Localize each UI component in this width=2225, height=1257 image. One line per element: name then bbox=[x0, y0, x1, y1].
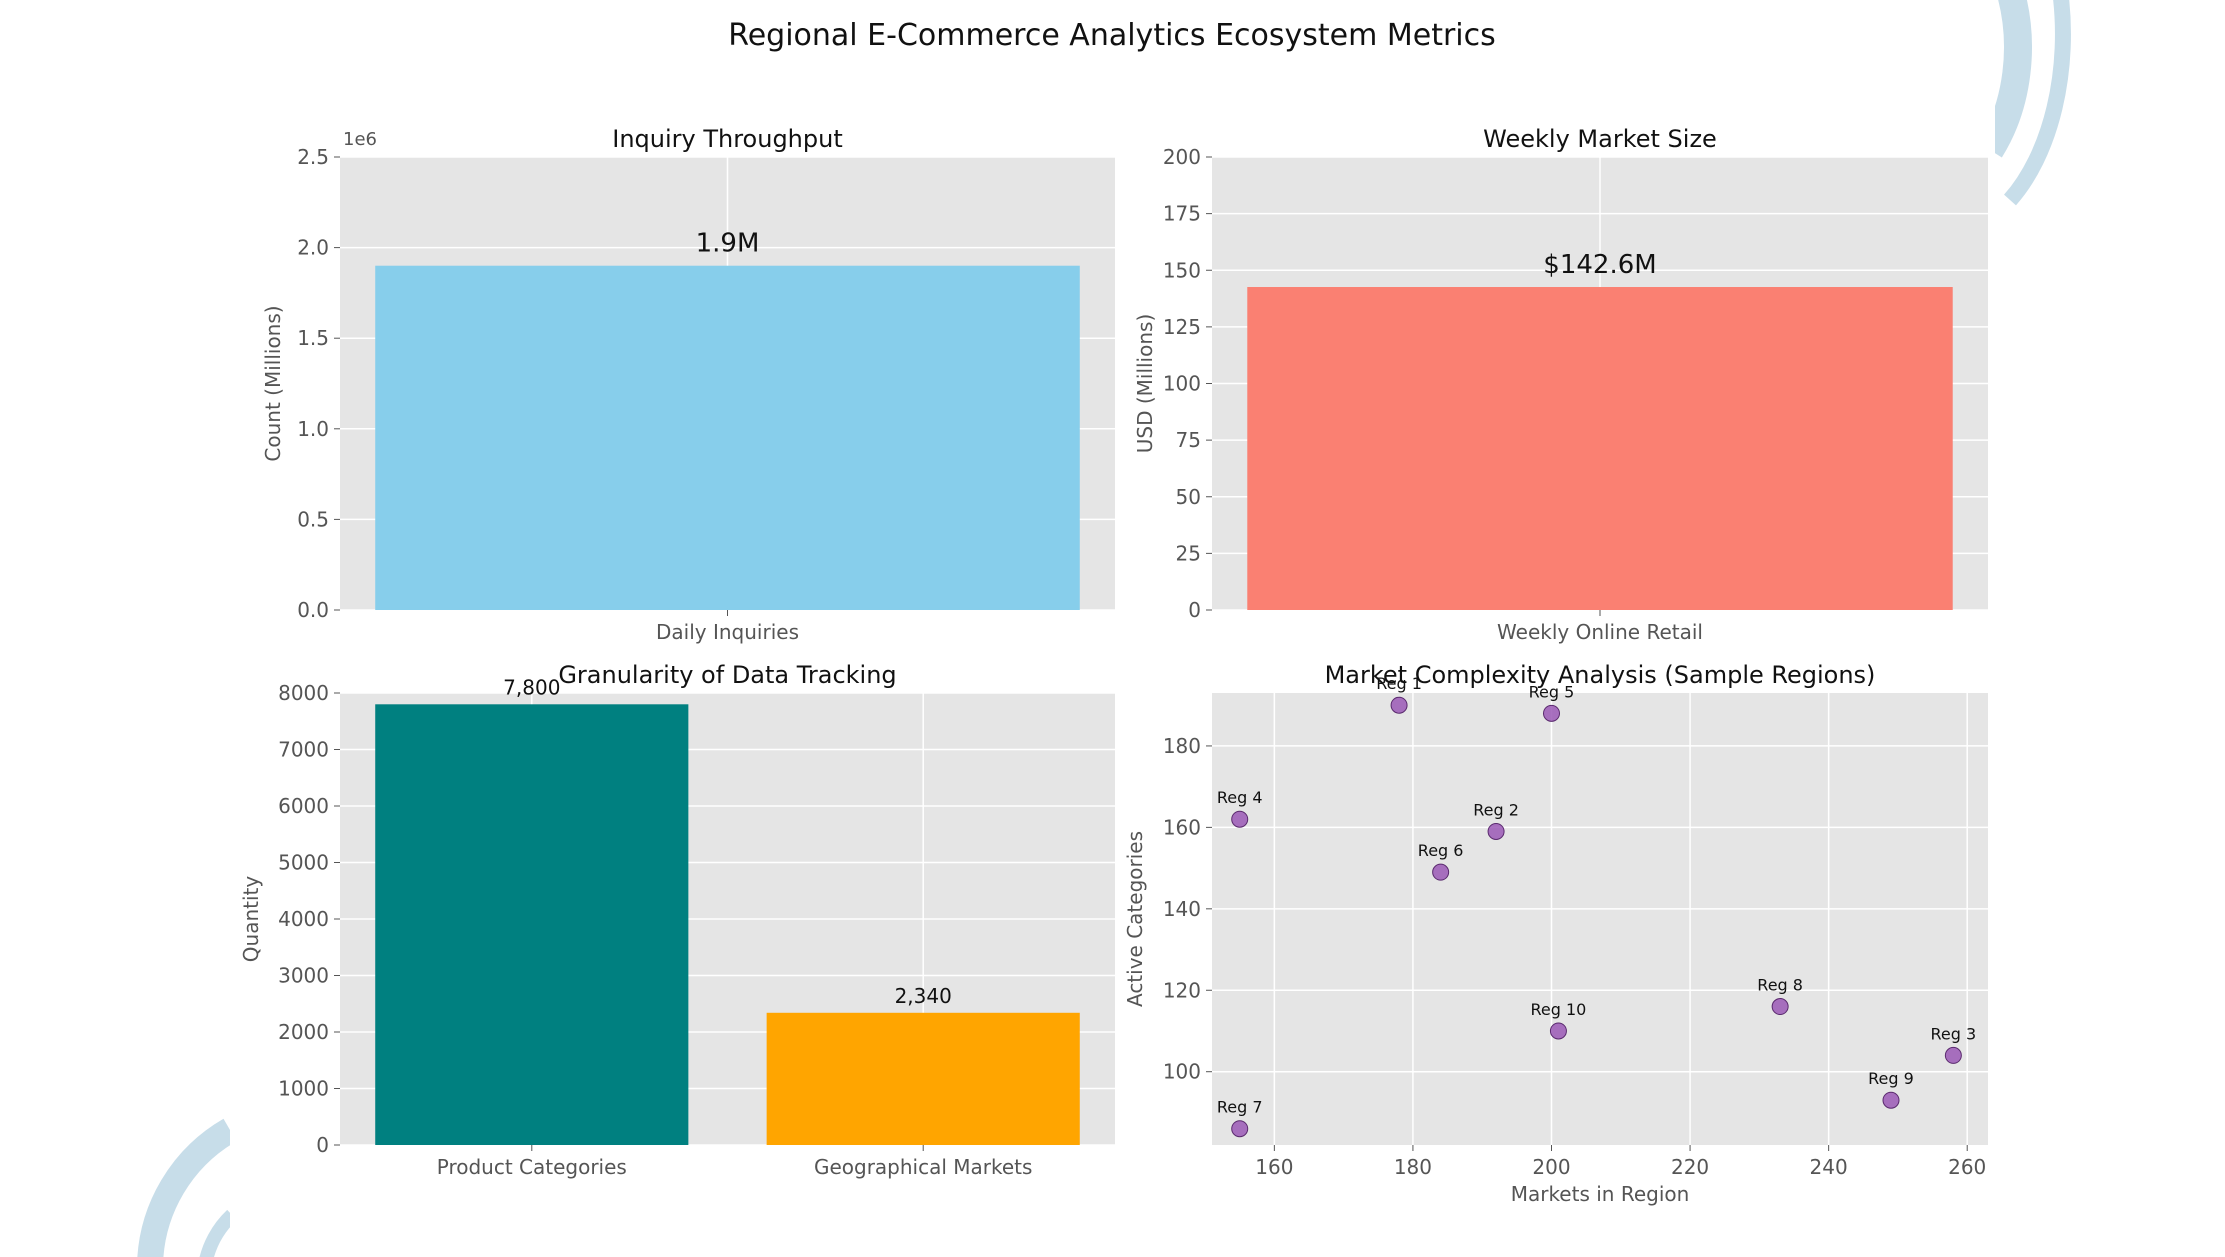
chart-inquiry: Inquiry Throughput 1.9M Daily Inquiries 0.0… bbox=[261, 125, 1115, 644]
scatter-point-3[interactable] bbox=[1944, 1046, 1962, 1064]
bar-1[interactable] bbox=[375, 704, 689, 1145]
bar-1[interactable] bbox=[375, 265, 1080, 610]
figure-title: Regional E-Commerce Analytics Ecosystem … bbox=[728, 18, 1496, 53]
y-tick-label: 7000 bbox=[278, 738, 329, 762]
y-tick-label: 1.0 bbox=[297, 417, 329, 441]
y-tick-label: 4000 bbox=[278, 907, 329, 931]
y-tick-label: 125 bbox=[1163, 315, 1201, 339]
y-tick-label: 2.0 bbox=[297, 236, 329, 260]
bar-value-label: 1.9M bbox=[696, 229, 760, 259]
y-tick-label: 100 bbox=[1163, 372, 1201, 396]
bar-2[interactable] bbox=[766, 1012, 1080, 1145]
y-axis-label: Active Categories bbox=[1123, 831, 1147, 1007]
x-tick-label: Daily Inquiries bbox=[656, 620, 799, 644]
bar-value-label: 7,800 bbox=[503, 675, 560, 699]
bar-1[interactable] bbox=[1247, 287, 1953, 610]
y-tick-label: 50 bbox=[1176, 485, 1201, 509]
chart-title: Granularity of Data Tracking bbox=[558, 661, 896, 689]
point-label: Reg 3 bbox=[1931, 1024, 1977, 1043]
y-tick-label: 2.5 bbox=[297, 145, 329, 169]
y-tick-label: 150 bbox=[1163, 258, 1201, 282]
scatter-point-7[interactable] bbox=[1231, 1120, 1249, 1138]
y-tick-label: 200 bbox=[1163, 145, 1201, 169]
point-label: Reg 7 bbox=[1217, 1098, 1263, 1117]
charts-layer: Inquiry Throughput 1.9M Daily Inquiries 0.0… bbox=[239, 125, 1988, 1206]
point-label: Reg 6 bbox=[1418, 841, 1464, 860]
y-tick-label: 100 bbox=[1163, 1060, 1201, 1084]
y-tick-label: 1.5 bbox=[297, 326, 329, 350]
point-label: Reg 2 bbox=[1473, 800, 1519, 819]
y-tick-label: 120 bbox=[1163, 978, 1201, 1002]
y-tick-label: 2000 bbox=[278, 1020, 329, 1044]
scatter-point-8[interactable] bbox=[1771, 998, 1789, 1016]
scatter-point-6[interactable] bbox=[1432, 863, 1450, 881]
y-tick-label: 0.0 bbox=[297, 598, 329, 622]
plot-area bbox=[1212, 693, 1988, 1145]
point-label: Reg 8 bbox=[1757, 976, 1803, 995]
decorative-arcs bbox=[137, 0, 2071, 1257]
x-tick-label: Product Categories bbox=[437, 1155, 627, 1179]
y-tick-label: 3000 bbox=[278, 964, 329, 988]
axis-offset-text: 1e6 bbox=[343, 129, 377, 150]
x-axis-label: Markets in Region bbox=[1511, 1182, 1690, 1206]
decorative-arc-bottom-left-inner bbox=[199, 1209, 237, 1257]
y-tick-label: 25 bbox=[1176, 541, 1201, 565]
chart-title: Inquiry Throughput bbox=[612, 125, 843, 153]
x-tick-label: Weekly Online Retail bbox=[1497, 620, 1703, 644]
y-tick-label: 8000 bbox=[278, 681, 329, 705]
bar-value-label: $142.6M bbox=[1543, 250, 1656, 280]
scatter-point-2[interactable] bbox=[1487, 822, 1505, 840]
chart-complexity: Market Complexity Analysis (Sample Regio… bbox=[1123, 661, 1988, 1206]
point-label: Reg 5 bbox=[1529, 682, 1575, 701]
y-tick-label: 75 bbox=[1176, 428, 1201, 452]
decorative-arc-top-right bbox=[1978, 0, 2032, 158]
x-tick-label: 160 bbox=[1255, 1155, 1293, 1179]
y-tick-label: 6000 bbox=[278, 794, 329, 818]
x-tick-label: 260 bbox=[1948, 1155, 1986, 1179]
chart-market: Weekly Market Size $142.6M Weekly Online R… bbox=[1133, 125, 1988, 644]
y-tick-label: 0 bbox=[316, 1133, 329, 1157]
y-tick-label: 180 bbox=[1163, 734, 1201, 758]
x-tick-label: 240 bbox=[1810, 1155, 1848, 1179]
y-tick-label: 0 bbox=[1188, 598, 1201, 622]
x-tick-label: Geographical Markets bbox=[814, 1155, 1032, 1179]
decorative-arc-top-right-outer bbox=[2003, 0, 2071, 206]
scatter-point-1[interactable] bbox=[1390, 696, 1408, 714]
y-axis-label: USD (Millions) bbox=[1133, 314, 1157, 454]
y-tick-label: 160 bbox=[1163, 815, 1201, 839]
x-tick-label: 200 bbox=[1532, 1155, 1570, 1179]
bar-value-label: 2,340 bbox=[895, 984, 952, 1008]
scatter-point-4[interactable] bbox=[1231, 810, 1249, 828]
point-label: Reg 1 bbox=[1376, 674, 1422, 693]
scatter-point-9[interactable] bbox=[1882, 1091, 1900, 1109]
point-label: Reg 10 bbox=[1531, 1000, 1587, 1019]
chart-title: Market Complexity Analysis (Sample Regio… bbox=[1325, 661, 1876, 689]
scatter-point-10[interactable] bbox=[1549, 1022, 1567, 1040]
y-tick-label: 0.5 bbox=[297, 507, 329, 531]
point-label: Reg 9 bbox=[1868, 1069, 1914, 1088]
decorative-arc-bottom-left bbox=[137, 1118, 237, 1257]
scatter-point-5[interactable] bbox=[1543, 704, 1560, 722]
point-label: Reg 4 bbox=[1217, 788, 1263, 807]
y-axis-label: Quantity bbox=[239, 876, 263, 963]
y-axis-label: Count (Millions) bbox=[261, 305, 285, 461]
chart-title: Weekly Market Size bbox=[1483, 125, 1717, 153]
y-tick-label: 1000 bbox=[278, 1077, 329, 1101]
x-tick-label: 180 bbox=[1394, 1155, 1432, 1179]
x-tick-label: 220 bbox=[1671, 1155, 1709, 1179]
y-tick-label: 140 bbox=[1163, 897, 1201, 921]
y-tick-label: 175 bbox=[1163, 202, 1201, 226]
y-tick-label: 5000 bbox=[278, 851, 329, 875]
